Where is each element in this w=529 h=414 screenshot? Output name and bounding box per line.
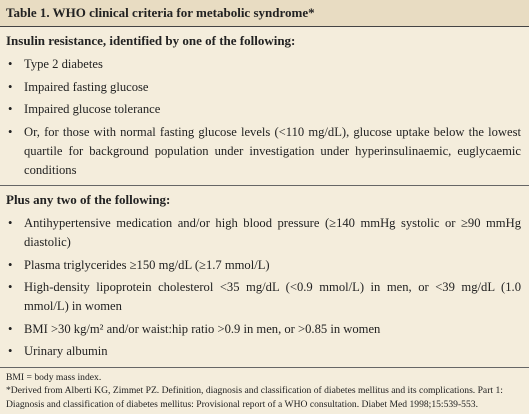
criterion: BMI >30 kg/m² and/or waist:hip ratio >0.… xyxy=(6,320,521,339)
criterion: High-density lipoprotein cholesterol <35… xyxy=(6,278,521,316)
sections: Insulin resistance, identified by one of… xyxy=(0,27,529,368)
footnote: BMI = body mass index. xyxy=(6,371,523,385)
table-document: Table 1. WHO clinical criteria for metab… xyxy=(0,0,529,401)
criterion: Type 2 diabetes xyxy=(6,55,521,74)
section-heading: Insulin resistance, identified by one of… xyxy=(6,33,521,49)
criterion: Plasma triglycerides ≥150 mg/dL (≥1.7 mm… xyxy=(6,256,521,275)
footnotes: BMI = body mass index.*Derived from Albe… xyxy=(0,368,529,414)
criteria-list: Antihypertensive medication and/or high … xyxy=(6,214,521,361)
criterion: Impaired fasting glucose xyxy=(6,78,521,97)
criterion: Antihypertensive medication and/or high … xyxy=(6,214,521,252)
criterion: Impaired glucose tolerance xyxy=(6,100,521,119)
section: Insulin resistance, identified by one of… xyxy=(0,27,529,186)
footnote: *Derived from Alberti KG, Zimmet PZ. Def… xyxy=(6,384,523,411)
section-heading: Plus any two of the following: xyxy=(6,192,521,208)
criteria-list: Type 2 diabetes Impaired fasting glucose I… xyxy=(6,55,521,180)
criterion: Or, for those with normal fasting glucos… xyxy=(6,123,521,180)
criterion: Urinary albumin xyxy=(6,342,521,361)
section: Plus any two of the following: Antihypert… xyxy=(0,186,529,368)
table-title: Table 1. WHO clinical criteria for metab… xyxy=(0,0,529,27)
